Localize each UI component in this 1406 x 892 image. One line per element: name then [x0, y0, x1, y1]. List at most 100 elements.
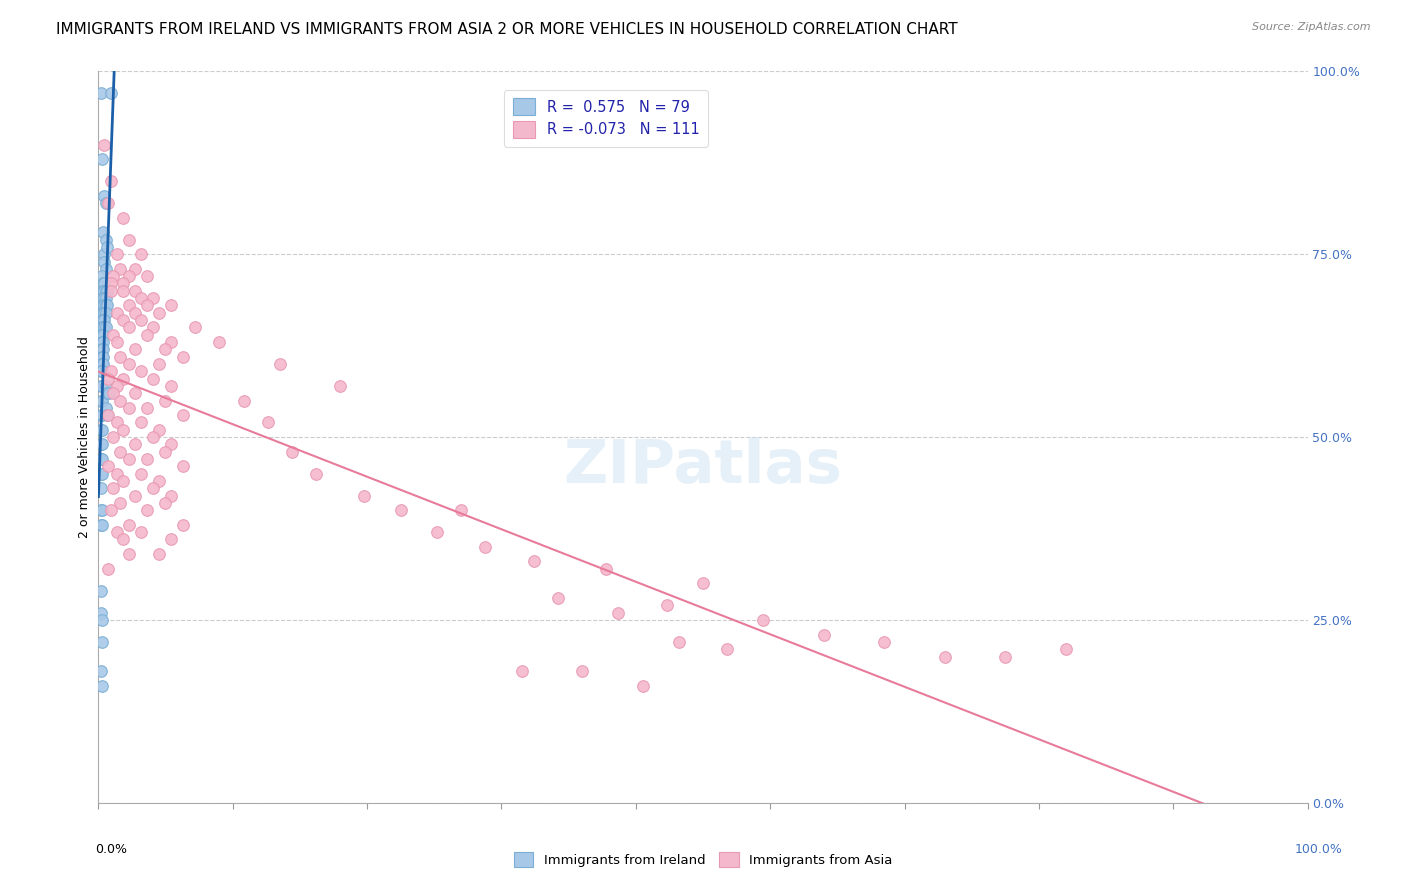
Point: [510, 664, 533, 678]
Point: [90, 87, 112, 101]
Point: [91, 313, 114, 327]
Point: [91, 452, 114, 467]
Point: [90, 393, 112, 408]
Point: [124, 489, 146, 503]
Point: [100, 364, 122, 378]
Point: [129, 525, 152, 540]
Point: [91, 298, 114, 312]
Point: [91, 343, 114, 357]
Point: [100, 284, 122, 298]
Point: [91, 393, 114, 408]
Point: [91, 334, 114, 349]
Point: [523, 554, 546, 568]
Point: [571, 664, 593, 678]
Point: [91, 313, 114, 327]
Point: [91, 306, 114, 320]
Point: [91, 225, 114, 239]
Point: [91, 152, 114, 166]
Point: [108, 444, 131, 458]
Point: [90, 357, 112, 371]
Point: [91, 327, 114, 342]
Point: [93, 284, 115, 298]
Point: [129, 364, 152, 378]
Point: [108, 496, 131, 510]
Point: [91, 306, 114, 320]
Point: [93, 254, 115, 268]
Point: [160, 489, 183, 503]
Point: [91, 613, 114, 627]
Text: Source: ZipAtlas.com: Source: ZipAtlas.com: [1253, 22, 1371, 32]
Point: [93, 137, 115, 152]
Point: [100, 503, 122, 517]
Point: [91, 343, 114, 357]
Point: [111, 371, 134, 385]
Point: [108, 350, 131, 364]
Point: [142, 371, 165, 385]
Point: [96, 298, 118, 312]
Point: [631, 679, 654, 693]
Point: [96, 284, 118, 298]
Point: [752, 613, 775, 627]
Point: [129, 313, 152, 327]
Point: [91, 277, 114, 291]
Point: [91, 320, 114, 334]
Point: [90, 364, 112, 378]
Point: [111, 313, 134, 327]
Point: [692, 576, 714, 591]
Point: [994, 649, 1017, 664]
Point: [269, 357, 291, 371]
Point: [118, 298, 141, 312]
Point: [91, 320, 114, 334]
Point: [148, 306, 170, 320]
Point: [111, 284, 134, 298]
Text: 0.0%: 0.0%: [96, 843, 128, 856]
Point: [153, 444, 176, 458]
Point: [91, 503, 114, 517]
Point: [655, 599, 678, 613]
Point: [90, 379, 112, 393]
Point: [142, 481, 165, 495]
Point: [93, 291, 115, 305]
Point: [813, 627, 835, 641]
Point: [135, 327, 157, 342]
Point: [135, 503, 157, 517]
Point: [105, 334, 128, 349]
Point: [91, 350, 114, 364]
Point: [90, 503, 112, 517]
Point: [93, 247, 115, 261]
Point: [100, 87, 122, 101]
Point: [160, 334, 183, 349]
Point: [93, 306, 115, 320]
Legend: Immigrants from Ireland, Immigrants from Asia: Immigrants from Ireland, Immigrants from…: [509, 847, 897, 872]
Point: [97, 562, 120, 576]
Point: [118, 452, 141, 467]
Point: [153, 343, 176, 357]
Point: [94, 261, 117, 276]
Point: [153, 393, 176, 408]
Point: [108, 261, 131, 276]
Point: [426, 525, 449, 540]
Point: [91, 291, 114, 305]
Point: [607, 606, 630, 620]
Point: [108, 393, 131, 408]
Point: [97, 371, 120, 385]
Point: [148, 357, 170, 371]
Point: [118, 320, 141, 334]
Point: [96, 240, 118, 254]
Point: [96, 386, 118, 401]
Point: [111, 423, 134, 437]
Point: [172, 459, 194, 474]
Point: [97, 408, 120, 422]
Point: [129, 467, 152, 481]
Text: IMMIGRANTS FROM IRELAND VS IMMIGRANTS FROM ASIA 2 OR MORE VEHICLES IN HOUSEHOLD : IMMIGRANTS FROM IRELAND VS IMMIGRANTS FR…: [56, 22, 957, 37]
Point: [329, 379, 352, 393]
Point: [118, 269, 141, 284]
Point: [118, 547, 141, 561]
Point: [124, 284, 146, 298]
Point: [142, 320, 165, 334]
Point: [124, 437, 146, 451]
Point: [101, 386, 124, 401]
Point: [135, 401, 157, 415]
Point: [353, 489, 375, 503]
Point: [668, 635, 690, 649]
